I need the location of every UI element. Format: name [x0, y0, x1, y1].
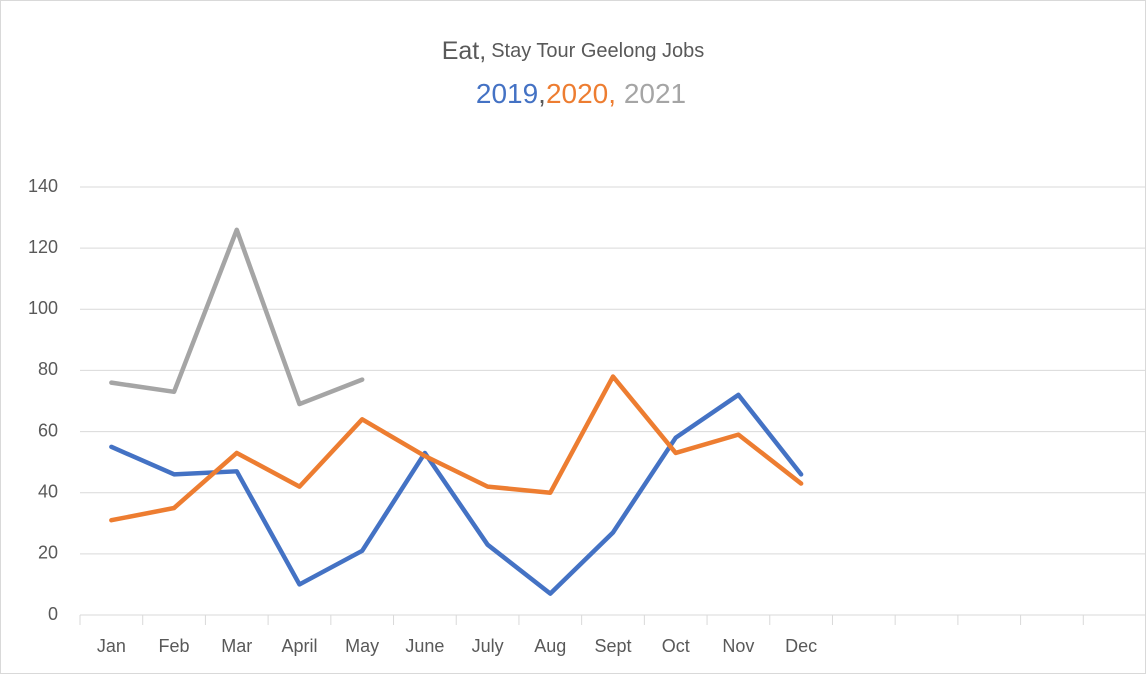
y-tick-label: 120: [28, 237, 58, 257]
y-tick-label: 80: [38, 359, 58, 379]
legend-entry: 2021: [624, 78, 686, 109]
x-tick-label: Aug: [534, 636, 566, 656]
legend: 2019,2020, 2021: [476, 78, 686, 109]
y-tick-label: 0: [48, 604, 58, 624]
x-tick-label: April: [281, 636, 317, 656]
title-part: Eat,: [442, 37, 486, 65]
series-line: [109, 227, 365, 407]
legend-entry: 2020: [546, 78, 608, 109]
x-tick-label: Dec: [785, 636, 817, 656]
title-part: Stay Tour Geelong Jobs: [491, 40, 704, 62]
x-tick-label: Jan: [97, 636, 126, 656]
legend-separator: ,: [538, 78, 546, 109]
chart-title: Eat, Stay Tour Geelong Jobs: [442, 37, 705, 65]
y-tick-label: 140: [28, 176, 58, 196]
x-tick-label: Mar: [221, 636, 252, 656]
y-tick-label: 100: [28, 298, 58, 318]
legend-separator: ,: [608, 78, 624, 109]
x-tick-label: Sept: [594, 636, 631, 656]
y-tick-label: 60: [38, 420, 58, 440]
series-line: [109, 374, 804, 523]
x-tick-label: Oct: [662, 636, 690, 656]
y-tick-label: 20: [38, 543, 58, 563]
x-tick-label: Feb: [159, 636, 190, 656]
series-line: [109, 392, 804, 596]
x-tick-label: July: [472, 636, 504, 656]
x-tick-label: May: [345, 636, 379, 656]
legend-entry: 2019: [476, 78, 538, 109]
x-tick-label: June: [405, 636, 444, 656]
y-tick-label: 40: [38, 481, 58, 501]
x-tick-label: Nov: [722, 636, 754, 656]
